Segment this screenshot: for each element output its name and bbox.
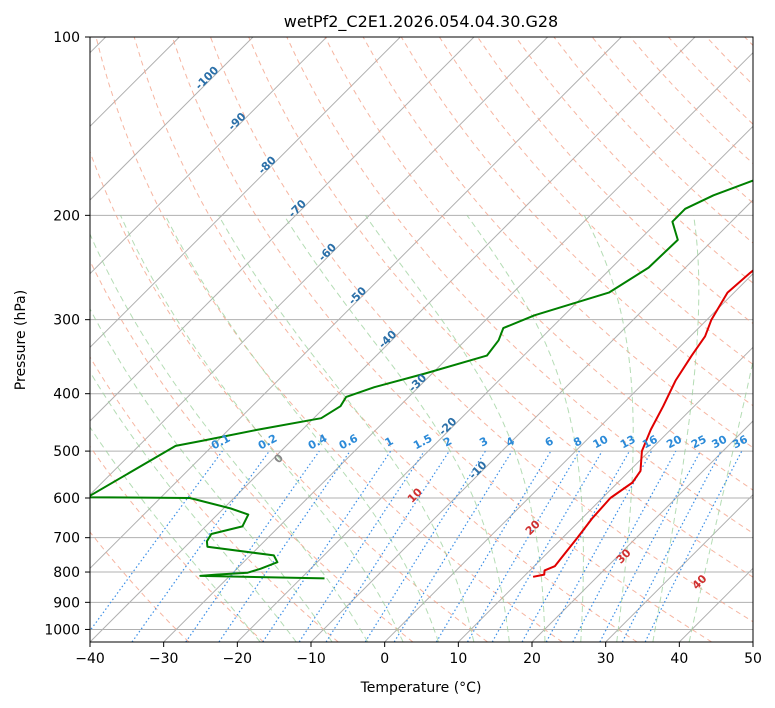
- x-tick-label: 40: [670, 651, 688, 667]
- dry-adiabat: [90, 356, 339, 642]
- y-tick-label: 300: [53, 313, 80, 329]
- x-tick-label: −40: [75, 651, 105, 667]
- mixing-ratio-line: [131, 450, 270, 642]
- dry-adiabat: [171, 37, 712, 642]
- chart-title: wetPf2_C2E1.2026.054.04.30.G28: [284, 12, 558, 32]
- y-tick-label: 100: [53, 30, 80, 46]
- moist-adiabat: [652, 215, 700, 642]
- plot-frame: [89, 36, 754, 643]
- dry-adiabat: [286, 37, 753, 534]
- isotherm-line: [531, 420, 753, 642]
- isotherm-line: [163, 51, 753, 642]
- x-tick-label: 10: [449, 651, 467, 667]
- dry-adiabat: [210, 37, 753, 623]
- x-tick-label: 50: [744, 651, 762, 667]
- moist-adiabat: [283, 215, 510, 642]
- y-tick-label: 900: [53, 595, 80, 611]
- isotherm-line: [236, 125, 753, 642]
- dewpoint-profile: [90, 179, 753, 580]
- moist-adiabat: [466, 215, 584, 642]
- y-tick-label: 600: [53, 491, 80, 507]
- dry-adiabat: [90, 531, 190, 642]
- mixing-ratio-line: [262, 450, 392, 642]
- y-tick-label: 500: [53, 444, 80, 460]
- mixing-ratio-line: [185, 450, 320, 642]
- x-tick-label: −10: [296, 651, 326, 667]
- plot-background: [90, 37, 753, 642]
- mixing-ratio-label: 20: [664, 432, 684, 451]
- moist-adiabat: [90, 370, 297, 642]
- moist-adiabat: [90, 426, 261, 642]
- isotherm-line: [90, 37, 549, 496]
- moist-adiabat: [583, 215, 634, 642]
- mixing-ratio-line: [521, 450, 631, 642]
- mixing-ratio-line: [572, 450, 677, 642]
- temperature-profile: [532, 269, 753, 578]
- isotherm-line: [457, 346, 753, 642]
- mixing-ratio-line: [325, 450, 450, 642]
- x-tick-label: −30: [149, 651, 179, 667]
- dry-adiabat: [133, 37, 638, 642]
- x-tick-label: 30: [597, 651, 615, 667]
- y-tick-label: 700: [53, 531, 80, 547]
- x-tick-label: 20: [523, 651, 541, 667]
- mixing-ratio-label: 36: [730, 433, 750, 452]
- y-tick-label: 1000: [44, 622, 80, 638]
- mixing-ratio-line: [298, 450, 425, 642]
- mixing-ratio-line: [644, 450, 743, 642]
- isotherm-line: [90, 37, 328, 275]
- mixing-ratio-label: 30: [710, 433, 730, 452]
- dry-adiabat: [438, 37, 753, 366]
- isotherm-line: [90, 37, 696, 642]
- mixing-ratio-label: 10: [591, 432, 611, 451]
- isotherm-line: [384, 272, 753, 642]
- moist-adiabat: [218, 215, 475, 642]
- moist-adiabat: [164, 215, 439, 642]
- x-axis-title: Temperature (°C): [360, 680, 482, 696]
- y-tick-label: 400: [53, 387, 80, 403]
- isotherm-line: [90, 37, 254, 201]
- mixing-ratio-line: [545, 450, 653, 642]
- y-axis-title: Pressure (hPa): [13, 290, 29, 390]
- background-lines: [90, 37, 753, 642]
- dry-adiabat: [90, 259, 414, 642]
- axes: −40 −30 −20 −10 0 10 20 30 40 50 100 200 300 400 500 60…: [44, 30, 762, 667]
- moist-adiabat: [90, 308, 333, 642]
- dry-adiabat: [515, 37, 753, 284]
- moist-adiabat: [364, 215, 546, 642]
- mixing-ratio-label: 25: [689, 433, 709, 452]
- dry-adiabat: [400, 37, 753, 407]
- dry-adiabat: [90, 445, 264, 642]
- isotherm-line: [752, 641, 753, 642]
- y-tick-label: 200: [53, 208, 80, 224]
- moist-adiabat: [120, 215, 404, 642]
- moist-adiabat: [90, 232, 369, 642]
- data-series: [90, 179, 753, 580]
- isotherm-line: [90, 37, 401, 349]
- mixing-ratio-label: 16: [640, 433, 660, 452]
- isotherm-line: [90, 37, 622, 570]
- mixing-ratio-label: 13: [618, 433, 638, 452]
- x-tick-label: −20: [223, 651, 253, 667]
- isotherm-line: [90, 37, 475, 422]
- mixing-ratio-line: [393, 450, 513, 642]
- x-tick-label: 0: [380, 651, 389, 667]
- mixing-ratio-line: [218, 450, 351, 642]
- mixing-ratio-line: [90, 450, 223, 632]
- y-tick-label: 800: [53, 565, 80, 581]
- dry-adiabat: [248, 37, 753, 578]
- isotherm-line: [605, 493, 753, 642]
- dry-adiabat: [90, 150, 488, 642]
- dry-adiabat: [95, 37, 563, 642]
